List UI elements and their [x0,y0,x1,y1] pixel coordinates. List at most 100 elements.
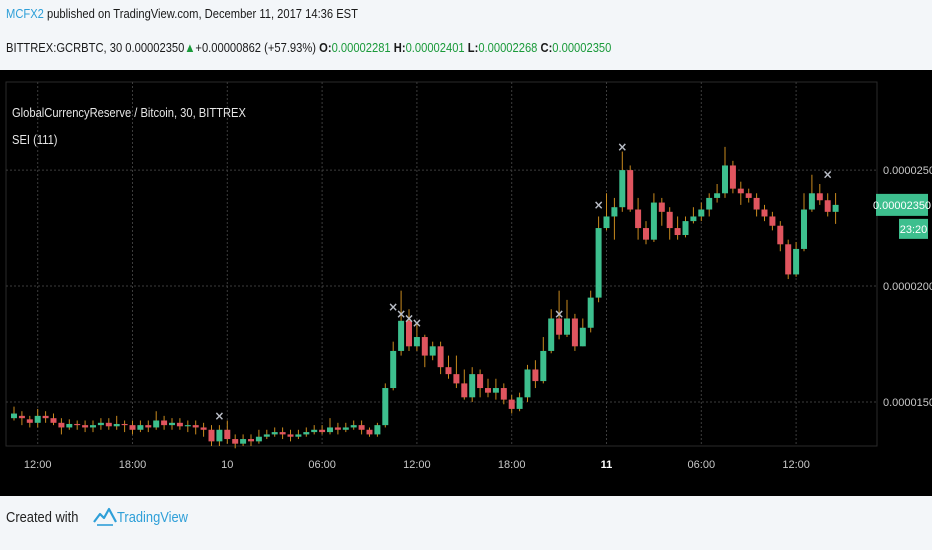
candle-body [350,425,357,428]
last-price-tag-text: 0.00002350 [873,200,931,212]
candle-body [224,429,231,440]
low-value: 0.00002268 [478,40,538,55]
candle-body [698,209,705,217]
low-label: L: [467,40,479,55]
candle-body [327,427,333,433]
candle-body [319,429,326,433]
sei-marker: × [388,300,398,314]
candle-body [801,209,807,249]
candle-body [769,216,776,226]
last-price-tag: 0.00002350 [873,193,931,216]
candle-body [532,369,539,382]
candle-body [366,429,373,435]
candle-body [540,350,547,382]
candle-body [342,427,349,430]
time-axis[interactable]: 12:00 18:00 10 06:00 12:00 18:00 11 06:00 12:00 [24,459,810,471]
author-link[interactable]: MCFX2 [6,6,44,21]
open-label: O: [319,40,332,55]
candle-body [524,369,531,398]
countdown-tag: 23:20 [899,218,928,239]
candle-body [413,337,420,347]
candle-body [777,225,784,245]
x-tick-label: 18:00 [119,459,147,471]
candle-body [564,318,570,335]
plot-area[interactable] [5,81,878,447]
sei-marker: × [594,198,604,212]
candle-body [398,320,405,351]
candles [11,146,839,449]
candle-body [587,297,594,328]
last-price: 0.00002350 [125,40,185,55]
candle-body [263,434,270,437]
candle-body [500,388,507,400]
candle-body [508,399,515,409]
candle-body [26,419,33,423]
chart-header: MCFX2 published on TradingView.com, Dece… [0,0,932,72]
candle-body [627,170,634,210]
candle-body [232,439,239,444]
indicator-label: SEI (111) [12,132,58,147]
candle-body [556,318,563,335]
price-change: +0.00000862 (+57.93%) [195,40,317,55]
high-label: H: [393,40,406,55]
candle-body [674,228,681,236]
candle-body [706,197,713,210]
candle-body [18,415,25,419]
sei-marker: × [412,316,422,330]
candle-body [279,432,286,435]
candle-body [690,216,697,222]
sei-marker: × [617,140,627,154]
candle-body [374,425,381,435]
candle-body [216,429,223,442]
candle-body [832,204,839,212]
chart-title: GlobalCurrencyReserve / Bitcoin, 30, BIT… [12,105,246,120]
footer: Created with TradingView [0,500,932,550]
tradingview-logo-icon[interactable] [93,505,117,527]
publication-line: MCFX2 published on TradingView.com, Dece… [6,6,358,21]
candle-body [153,420,160,428]
close-value: 0.00002350 [552,40,612,55]
x-tick-label: 10 [221,459,233,471]
tradingview-brand-link[interactable]: TradingView [117,509,188,526]
candle-body [753,197,760,210]
candle-body [816,193,823,201]
candle-body [358,425,365,430]
candle-body [682,221,689,236]
candle-body [643,228,649,240]
countdown-tag-text: 23:20 [900,224,928,236]
candle-body [169,422,175,426]
candle-body [595,228,602,298]
candle-body [121,423,128,426]
candle-body [461,383,468,398]
grid-lines [6,82,877,446]
x-tick-label: 06:00 [308,459,336,471]
sei-marker: × [396,307,406,321]
candle-body [516,397,523,409]
sei-marker: × [554,307,564,321]
candle-body [571,318,578,347]
candle-body [437,346,444,368]
x-tick-label: 06:00 [688,459,716,471]
candle-body [11,413,17,419]
close-label: C: [540,40,553,55]
candle-body [635,209,642,229]
publication-info: published on TradingView.com, December 1… [43,6,358,21]
candle-body [200,427,207,430]
candle-body [42,415,49,419]
candle-body [453,374,460,384]
x-tick-label: 12:00 [782,459,810,471]
candle-body [548,318,555,351]
candle-body [619,170,626,208]
up-triangle-icon: ▲ [184,40,196,55]
candle-body [745,193,752,198]
price-chart[interactable]: ××××××××× 0.000025000.000020000.00001500… [0,70,932,496]
sei-marker: × [404,311,414,325]
candle-body [184,425,191,427]
candle-body [192,425,199,428]
candle-body [666,211,673,229]
sei-marker: × [823,168,833,182]
candle-body [714,193,721,198]
candle-body [603,216,610,229]
